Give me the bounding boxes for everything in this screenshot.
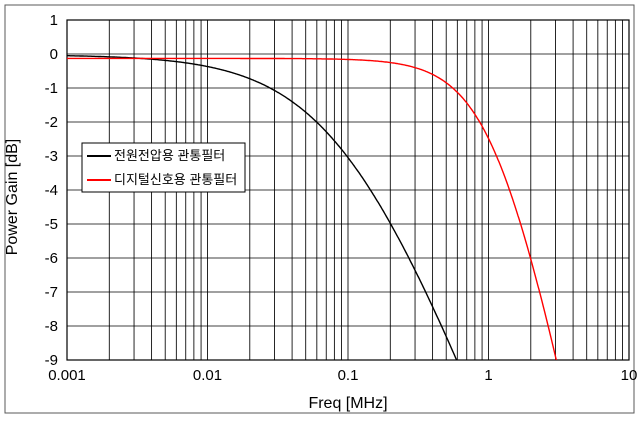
svg-text:0.01: 0.01: [193, 367, 222, 384]
svg-text:-9: -9: [45, 352, 58, 369]
svg-text:디지털신호용 관통필터: 디지털신호용 관통필터: [114, 172, 237, 187]
svg-text:-2: -2: [45, 114, 58, 131]
svg-text:-8: -8: [45, 318, 58, 335]
svg-text:0.1: 0.1: [338, 367, 359, 384]
svg-text:-4: -4: [45, 182, 58, 199]
svg-text:-5: -5: [45, 216, 58, 233]
svg-text:-3: -3: [45, 148, 58, 165]
svg-text:Power Gain [dB]: Power Gain [dB]: [4, 139, 21, 256]
svg-text:0.001: 0.001: [48, 367, 86, 384]
svg-text:0: 0: [50, 46, 58, 63]
svg-text:Freq [MHz]: Freq [MHz]: [308, 395, 387, 412]
svg-text:10: 10: [621, 367, 638, 384]
svg-text:1: 1: [50, 12, 58, 29]
svg-text:전원전압용 관통필터: 전원전압용 관통필터: [114, 148, 225, 163]
svg-text:-7: -7: [45, 284, 58, 301]
svg-text:-1: -1: [45, 80, 58, 97]
svg-text:1: 1: [484, 367, 492, 384]
svg-text:-6: -6: [45, 250, 58, 267]
